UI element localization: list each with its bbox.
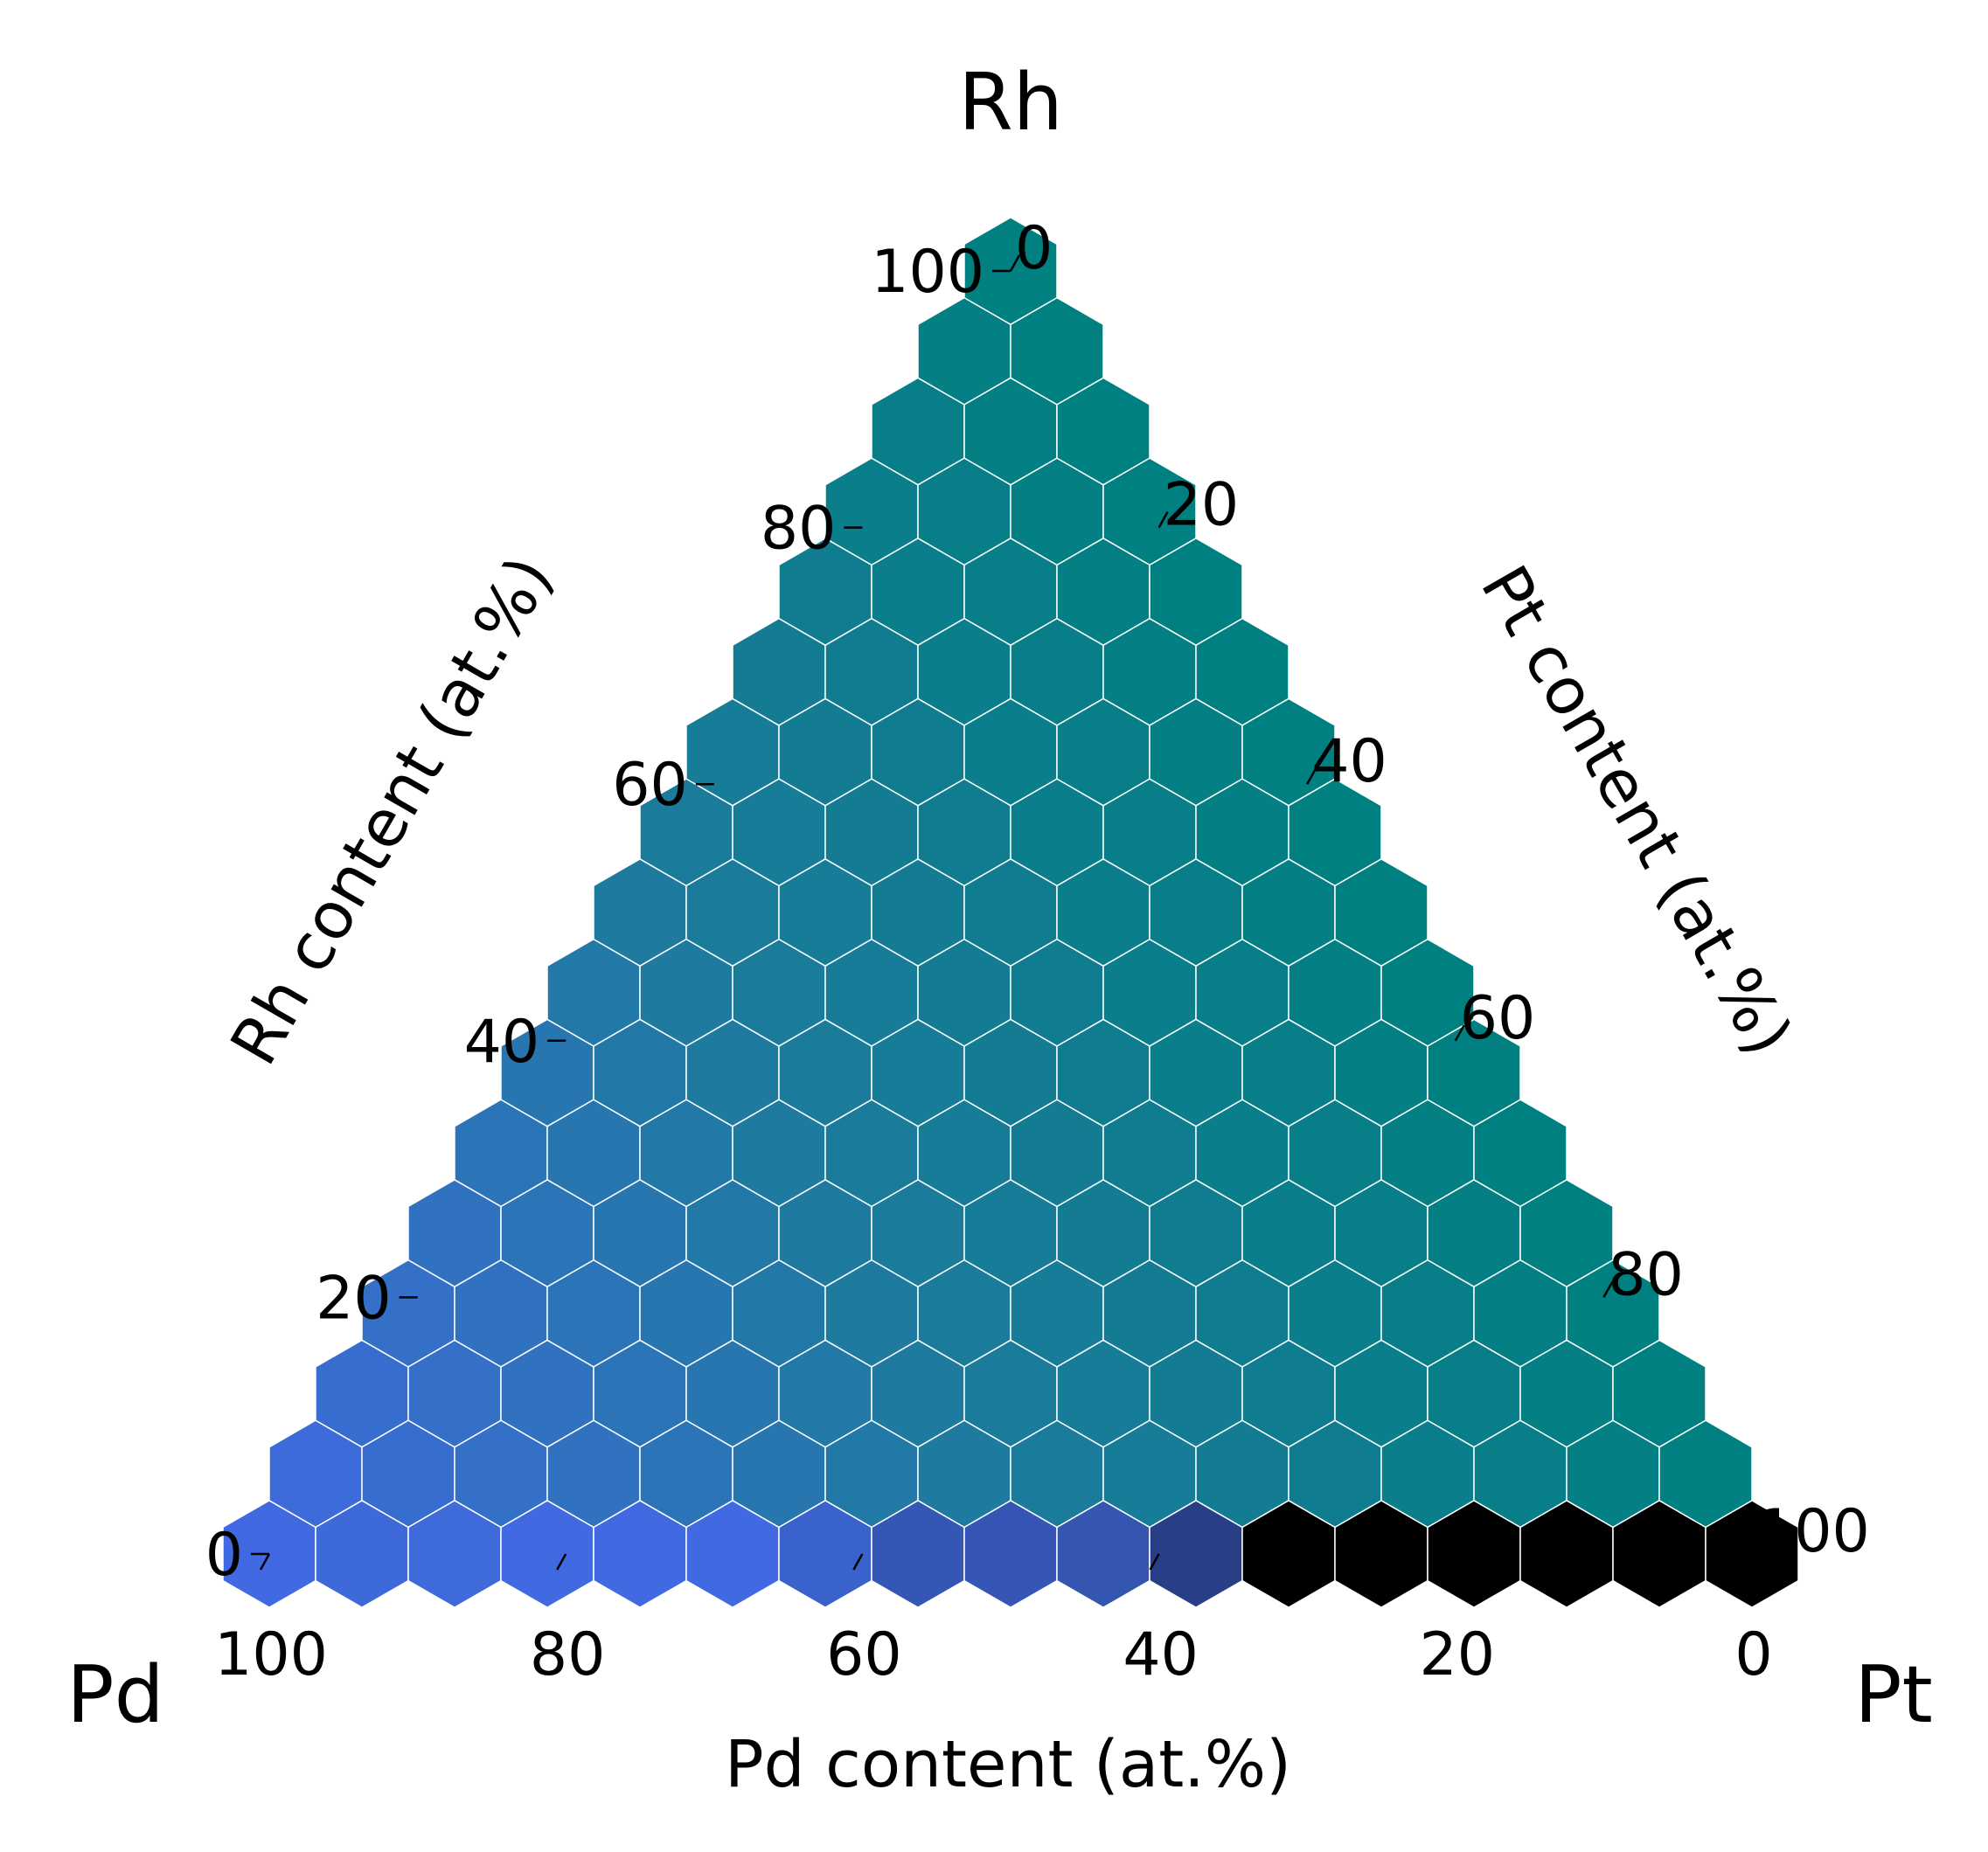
tick-mark — [259, 1553, 271, 1571]
tick-label-left: 80 — [761, 495, 837, 564]
hex-cells — [222, 216, 1799, 1609]
tick-mark — [556, 1553, 567, 1571]
tick-label-left: 0 — [205, 1521, 243, 1590]
tick-label-left: 20 — [316, 1264, 392, 1333]
corner-label-left: Pd — [66, 1649, 163, 1741]
axis-title-left: Rh content (at.%) — [216, 545, 567, 1078]
corner-label-top: Rh — [958, 57, 1063, 149]
tick-mark — [1009, 254, 1021, 272]
tick-label-right: 0 — [1015, 214, 1053, 283]
tick-mark — [1750, 1537, 1762, 1555]
tick-label-bottom: 0 — [1734, 1620, 1772, 1689]
tick-mark — [1454, 1024, 1465, 1042]
tick-label-bottom: 100 — [214, 1620, 328, 1689]
tick-labels: 100 80 60 40 20 0 0 20 40 60 80 100 0 20 40 60 80 100 — [205, 214, 1870, 1689]
tick-label-right: 40 — [1311, 727, 1387, 796]
axis-title-bottom: Pd content (at.%) — [725, 1727, 1291, 1802]
tick-mark — [1306, 767, 1317, 785]
tick-label-right: 80 — [1608, 1240, 1684, 1309]
corner-label-right: Pt — [1854, 1649, 1933, 1741]
tick-label-right: 60 — [1460, 984, 1536, 1053]
tick-label-left: 40 — [464, 1008, 540, 1077]
tick-label-right: 100 — [1756, 1497, 1870, 1566]
tick-mark — [852, 1553, 864, 1571]
tick-label-bottom: 20 — [1420, 1620, 1496, 1689]
tick-label-right: 20 — [1164, 471, 1240, 540]
tick-mark — [1602, 1280, 1614, 1299]
tick-mark — [1741, 1553, 1754, 1571]
tick-label-left: 60 — [612, 751, 688, 820]
tick-mark — [1157, 510, 1169, 529]
tick-label-bottom: 60 — [826, 1620, 902, 1689]
tick-label-bottom: 40 — [1123, 1620, 1199, 1689]
tick-marks — [251, 254, 1762, 1571]
tick-label-bottom: 80 — [530, 1620, 606, 1689]
tick-mark — [1149, 1553, 1160, 1571]
tick-label-left: 100 — [871, 238, 984, 307]
tick-mark — [1445, 1553, 1456, 1571]
